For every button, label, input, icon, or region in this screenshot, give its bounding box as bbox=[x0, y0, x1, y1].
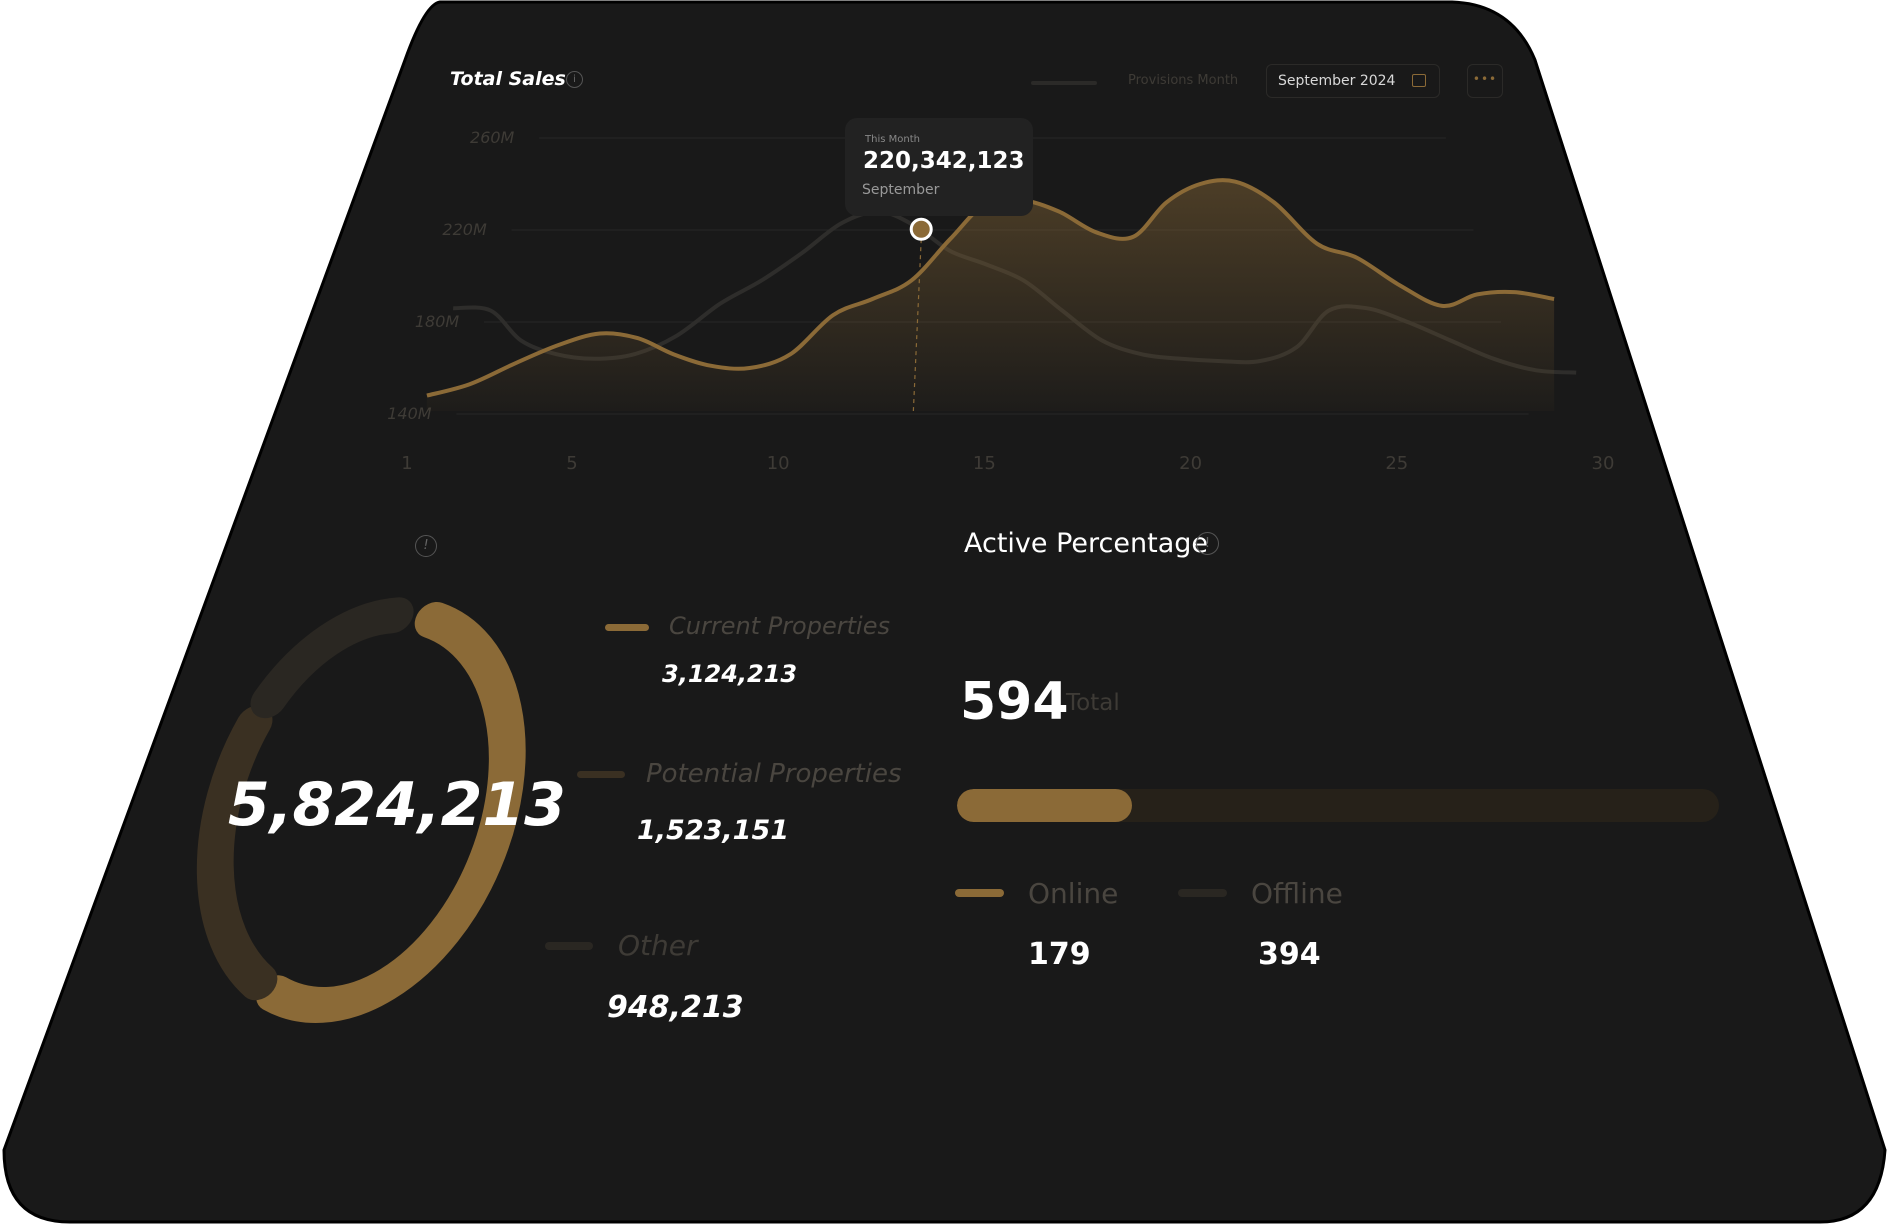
active-progress-fill bbox=[957, 789, 1133, 822]
active-total: 594 bbox=[960, 672, 1069, 732]
x-tick-label: 10 bbox=[767, 453, 790, 474]
legend-label: Provisions Month bbox=[1128, 73, 1239, 88]
donut-segment bbox=[196, 705, 278, 1001]
x-tick-label: 20 bbox=[1179, 453, 1202, 474]
x-tick-label: 5 bbox=[566, 453, 577, 474]
x-tick-label: 15 bbox=[973, 453, 996, 474]
y-tick-label: 180M bbox=[415, 312, 460, 331]
x-tick-label: 25 bbox=[1385, 453, 1408, 474]
x-tick-label: 1 bbox=[401, 453, 412, 474]
active-progress-track bbox=[957, 789, 1719, 822]
calendar-icon bbox=[1412, 74, 1426, 87]
tooltip-value: 220,342,123 bbox=[863, 148, 1025, 174]
legend-value-potential: 1,523,151 bbox=[637, 815, 790, 846]
online-label: Online bbox=[1028, 877, 1119, 910]
y-tick-label: 140M bbox=[387, 404, 432, 423]
info-icon[interactable]: ! bbox=[415, 535, 437, 557]
legend-label-other: Other bbox=[618, 929, 698, 962]
date-picker[interactable]: September 2024 bbox=[1266, 64, 1440, 98]
y-tick-label: 260M bbox=[470, 128, 515, 147]
offline-value: 394 bbox=[1258, 937, 1321, 972]
online-value: 179 bbox=[1028, 937, 1091, 972]
legend-label-potential: Potential Properties bbox=[646, 759, 902, 789]
chart-tooltip: This Month 220,342,123 September bbox=[845, 118, 1033, 216]
legend-label-current: Current Properties bbox=[669, 612, 890, 640]
highlight-point bbox=[909, 217, 933, 241]
info-icon[interactable]: ! bbox=[1196, 532, 1219, 555]
tooltip-month: September bbox=[862, 182, 940, 198]
offline-label: Offline bbox=[1251, 877, 1343, 910]
active-total-label: Total bbox=[1066, 690, 1120, 716]
active-title: Active Percentage bbox=[964, 528, 1208, 559]
series-area-current bbox=[426, 180, 1555, 411]
legend-swatch-current bbox=[605, 624, 649, 631]
legend-swatch-potential bbox=[577, 771, 625, 778]
more-dots-icon[interactable]: ••• bbox=[1467, 64, 1503, 98]
legend-line-swatch bbox=[1031, 81, 1097, 85]
offline-swatch bbox=[1178, 889, 1227, 897]
legend-swatch-other bbox=[545, 942, 593, 950]
donut-segment bbox=[250, 597, 414, 719]
legend-value-current: 3,124,213 bbox=[662, 660, 798, 688]
tooltip-caption: This Month bbox=[865, 134, 920, 145]
sales-title: Total Sales bbox=[450, 68, 566, 90]
online-swatch bbox=[955, 889, 1004, 897]
donut-segment bbox=[256, 601, 526, 1023]
x-tick-label: 30 bbox=[1592, 453, 1615, 474]
legend-value-other: 948,213 bbox=[607, 990, 744, 1025]
properties-donut bbox=[196, 597, 526, 1023]
y-tick-label: 220M bbox=[442, 220, 487, 239]
date-value: September 2024 bbox=[1278, 73, 1396, 89]
highlight-dash-line bbox=[912, 239, 922, 415]
info-icon[interactable]: i bbox=[566, 71, 583, 88]
properties-total: 5,824,213 bbox=[228, 770, 566, 840]
